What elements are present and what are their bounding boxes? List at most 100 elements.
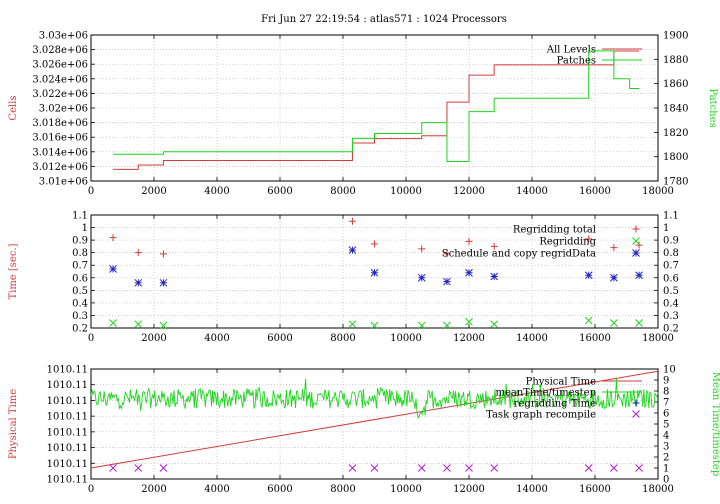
data-point <box>370 268 379 277</box>
y-tick-label: 3.022e+06 <box>32 89 88 100</box>
x-tick-label: 8000 <box>330 186 355 197</box>
legend-label: Physical Time <box>526 377 596 388</box>
y2-axis-label: Mean Time/timestep <box>710 372 720 476</box>
y2-tick-label: 0.2 <box>663 324 679 335</box>
y2-tick-label: 0.8 <box>663 248 679 259</box>
series-line <box>90 378 659 419</box>
legend-marker <box>632 410 640 418</box>
series-all-levels <box>113 50 640 170</box>
data-point <box>490 242 498 250</box>
y2-tick-label: 1860 <box>663 79 688 90</box>
x-tick-label: 18000 <box>642 186 674 197</box>
plot-frame <box>90 368 659 480</box>
x-tick-label: 16000 <box>579 333 611 344</box>
y2-tick-label: 4 <box>663 431 669 442</box>
y2-tick-label: 0.6 <box>663 273 679 284</box>
legend-label: Schedule and copy regridData <box>442 249 596 260</box>
data-point <box>134 320 143 329</box>
data-point <box>417 321 426 330</box>
x-tick-label: 0 <box>88 484 94 495</box>
y-tick-label: 1.1 <box>72 211 88 222</box>
x-tick-label: 10000 <box>390 333 422 344</box>
y2-axis-label: Patches <box>707 88 718 127</box>
y-tick-label: 3.026e+06 <box>32 60 88 71</box>
series-regridding <box>109 316 643 330</box>
legend-label: Regridding <box>539 237 596 248</box>
x-tick-label: 10000 <box>390 186 422 197</box>
y2-tick-label: 1880 <box>663 55 688 66</box>
data-point <box>443 321 451 330</box>
y2-tick-label: 0.9 <box>663 236 679 247</box>
chart-panel-1: 0 2000 4000 6000 8000 10000 12000 14000 16000 180… <box>8 31 718 198</box>
data-point <box>584 271 593 280</box>
data-point <box>159 321 168 330</box>
data-point <box>134 464 143 472</box>
data-point <box>443 464 451 472</box>
data-point <box>109 234 117 242</box>
data-point <box>109 265 117 273</box>
y-tick-label: 3.024e+06 <box>32 74 88 85</box>
y-tick-label: 0.5 <box>72 286 88 297</box>
legend-label: Patches <box>557 56 596 67</box>
y-tick-label: 1010.11 <box>47 475 88 486</box>
x-tick-label: 18000 <box>642 333 674 344</box>
plot-frame <box>90 214 659 329</box>
data-point <box>417 273 426 282</box>
y-tick-label: 1010.11 <box>47 427 88 438</box>
y-tick-label: 1010.11 <box>47 459 88 470</box>
series-line <box>113 50 640 170</box>
data-point <box>134 278 143 287</box>
y2-tick-label: 1780 <box>663 177 688 188</box>
y2-tick-label: 6 <box>663 409 669 420</box>
data-point <box>465 464 473 472</box>
y-tick-label: 1010.11 <box>47 443 88 454</box>
data-point <box>465 268 473 277</box>
y2-tick-label: 5 <box>663 420 669 431</box>
y2-tick-label: 1840 <box>663 104 688 115</box>
y-tick-label: 3.01e+06 <box>39 177 88 188</box>
y2-tick-label: 0.5 <box>663 286 679 297</box>
data-point <box>417 464 426 472</box>
y-tick-label: 0.9 <box>72 236 88 247</box>
y2-tick-label: 7 <box>663 398 669 409</box>
data-point <box>635 319 643 327</box>
y2-tick-label: 1 <box>663 223 669 234</box>
series-patches <box>113 50 640 163</box>
data-point <box>348 246 357 255</box>
y-tick-label: 0.4 <box>72 298 88 309</box>
data-point <box>348 464 357 472</box>
data-point <box>610 273 618 282</box>
y-tick-label: 0.2 <box>72 324 88 335</box>
y-tick-label: 3.02e+06 <box>39 104 88 115</box>
y2-tick-label: 8 <box>663 387 669 398</box>
data-point <box>109 464 117 472</box>
y-axis-label: Cells <box>8 95 19 120</box>
x-tick-label: 16000 <box>579 484 611 495</box>
y2-tick-label: 0 <box>663 475 669 486</box>
y-tick-label: 3.028e+06 <box>32 45 88 56</box>
data-point <box>443 277 451 286</box>
x-tick-label: 0 <box>88 333 94 344</box>
series-line <box>113 50 640 163</box>
x-tick-label: 4000 <box>204 186 229 197</box>
x-tick-label: 10000 <box>390 484 422 495</box>
y-tick-label: 0.8 <box>72 248 88 259</box>
y-tick-label: 3.014e+06 <box>32 147 88 158</box>
legend-label: meanTime/timestep <box>495 388 596 399</box>
data-point <box>490 272 499 281</box>
y2-tick-label: 2 <box>663 453 669 464</box>
x-tick-label: 12000 <box>453 484 485 495</box>
y2-tick-label: 9 <box>663 376 669 387</box>
data-point <box>159 250 167 258</box>
x-tick-label: 14000 <box>516 333 548 344</box>
y2-tick-label: 1 <box>663 464 669 475</box>
data-point <box>370 464 379 472</box>
series-meantime-timestep <box>90 378 659 419</box>
data-point <box>348 217 356 225</box>
y-tick-label: 1010.11 <box>47 365 88 376</box>
x-tick-label: 14000 <box>516 186 548 197</box>
data-point <box>585 235 593 243</box>
chart-panel-2: 0 2000 4000 6000 8000 10000 12000 14000 16000 180… <box>8 211 679 345</box>
